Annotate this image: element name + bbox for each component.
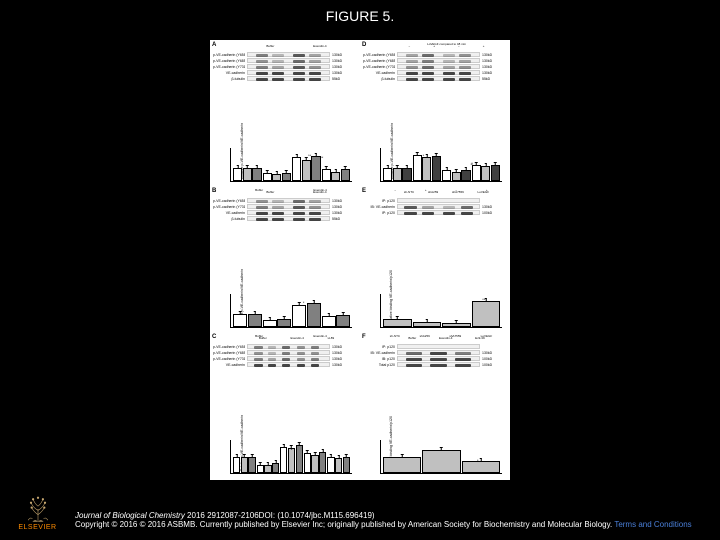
elsevier-tree-icon xyxy=(24,495,52,523)
figure-title: FIGURE 5. xyxy=(0,8,720,24)
figure-panels: ABufferExendin-4 p-VE-cadherin (Y658) 13… xyxy=(210,40,510,480)
panel-C: CBufferExendin-4H-89 p-VE-cadherin (Y658… xyxy=(212,334,358,478)
panel-B: BBufferExendin-4 p-VE-cadherin (Y658) 13… xyxy=(212,188,358,332)
copyright-text: Copyright © 2016 © 2016 ASBMB. Currently… xyxy=(75,520,612,529)
elsevier-logo: ELSEVIER xyxy=(10,492,65,534)
figure-caption: Journal of Biological Chemistry 2016 291… xyxy=(75,511,700,530)
terms-link[interactable]: Terms and Conditions xyxy=(614,520,691,529)
panel-D: DLoVEGF compared to 48 min−+−+ p-VE-cadh… xyxy=(362,42,508,186)
elsevier-logo-text: ELSEVIER xyxy=(18,524,56,531)
journal-name: Journal of Biological Chemistry xyxy=(75,511,185,520)
citation-text: 2016 2912087-2106DOI: (10.1074/jbc.M115.… xyxy=(185,511,375,520)
panel-E: Esh-NTCshA259shA7559LoVEGF IP: p120 IB: … xyxy=(362,188,508,332)
panel-F: FBufferExendin-4Ex9-39 IP: p120 IB: VE-c… xyxy=(362,334,508,478)
panel-A: ABufferExendin-4 p-VE-cadherin (Y658) 13… xyxy=(212,42,358,186)
